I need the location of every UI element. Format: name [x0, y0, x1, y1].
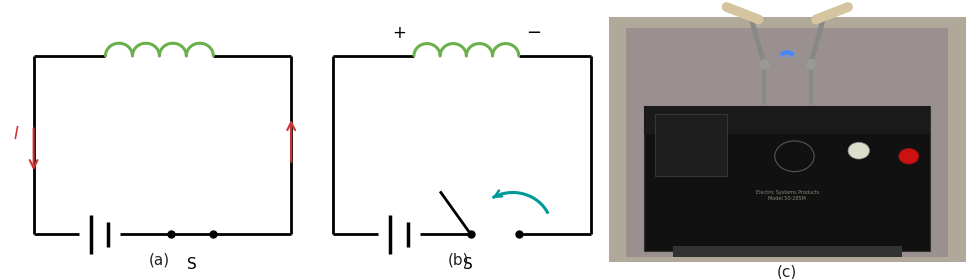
Bar: [627, 28, 949, 257]
Bar: [644, 106, 930, 251]
Bar: [609, 17, 966, 262]
Bar: [655, 114, 726, 176]
Text: S: S: [187, 257, 197, 272]
Text: (c): (c): [778, 264, 797, 279]
Text: (b): (b): [448, 253, 469, 268]
Text: I: I: [14, 125, 18, 143]
Bar: [673, 246, 901, 257]
Text: (a): (a): [149, 253, 170, 268]
Text: Electric Systems Products
Model 50-285M: Electric Systems Products Model 50-285M: [755, 190, 819, 201]
Circle shape: [848, 142, 869, 159]
Text: +: +: [392, 24, 406, 42]
Circle shape: [775, 141, 814, 172]
Text: S: S: [463, 257, 472, 272]
Text: −: −: [526, 24, 541, 42]
Bar: [644, 106, 930, 134]
Circle shape: [898, 148, 919, 164]
